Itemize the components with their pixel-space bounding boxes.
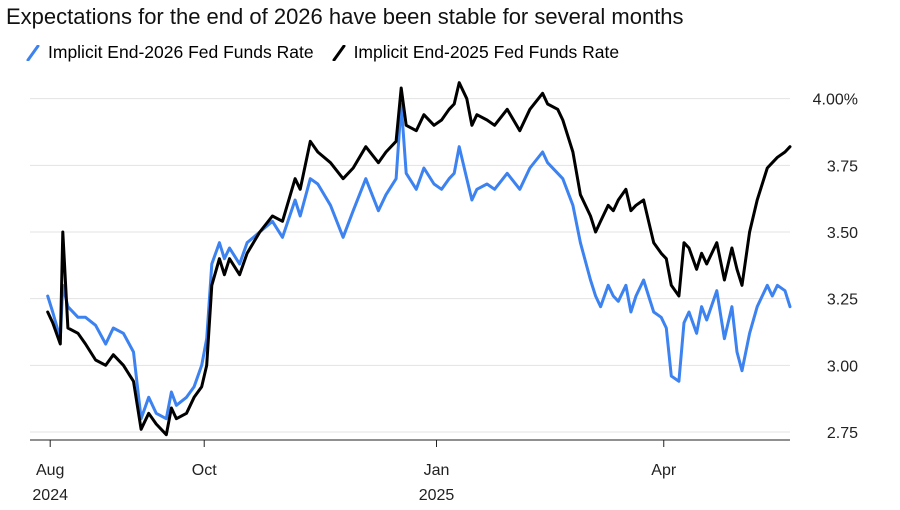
series-line-end-2025	[46, 81, 792, 437]
legend-swatch-end-2025	[332, 44, 346, 61]
chart-legend: Implicit End-2026 Fed Funds Rate Implici…	[26, 42, 637, 63]
x-tick-label: Jan	[424, 462, 450, 479]
y-tick-label: 3.75	[827, 158, 858, 175]
legend-label-end-2025: Implicit End-2025 Fed Funds Rate	[353, 42, 620, 62]
x-tick-sublabel: 2024	[32, 487, 68, 504]
y-tick-label: 3.50	[827, 225, 858, 242]
x-tick-sublabel: 2025	[419, 487, 455, 504]
y-tick-label: 3.00	[827, 358, 858, 375]
y-tick-label: 2.75	[827, 425, 858, 442]
y-tick-label: 4.00%	[813, 92, 858, 109]
x-tick-label: Aug	[36, 462, 64, 479]
series-line-end-2026	[46, 102, 792, 421]
legend-item-end-2025: Implicit End-2025 Fed Funds Rate	[332, 42, 620, 63]
legend-swatch-end-2026	[26, 44, 40, 61]
x-tick-label: Oct	[192, 462, 217, 479]
legend-item-end-2026: Implicit End-2026 Fed Funds Rate	[26, 42, 314, 63]
y-tick-label: 3.25	[827, 292, 858, 309]
chart-title: Expectations for the end of 2026 have be…	[6, 4, 684, 29]
legend-label-end-2026: Implicit End-2026 Fed Funds Rate	[48, 42, 314, 62]
x-tick-label: Apr	[651, 462, 677, 479]
